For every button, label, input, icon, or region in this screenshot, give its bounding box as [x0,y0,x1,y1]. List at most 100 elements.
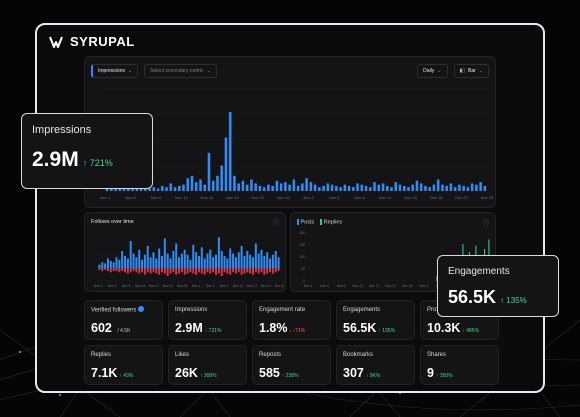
impressions-bar [381,183,385,191]
impressions-bar [428,187,431,191]
follows-bar [172,251,175,269]
y-tick-label: 50 [301,267,305,271]
info-icon[interactable]: ⓘ [272,221,279,227]
follows-bar [109,261,112,269]
chart-type-select[interactable]: ▮▯ Bar ⌄ [453,64,489,78]
stat-card-bookmarks[interactable]: Bookmarks 307 ↑ 9K% [336,345,415,385]
legend-posts[interactable]: Posts [297,219,314,225]
stat-value: 602 [91,321,112,335]
impressions-bar [398,184,402,191]
unfollows-bar [215,268,218,275]
stat-card-shares[interactable]: Shares 9 ↑ 350% [420,345,499,385]
impressions-bar [305,178,308,191]
stat-card-likes[interactable]: Likes 26K ↑ 300% [168,345,247,385]
engagements-highlight-change: ↑ 135% [500,296,527,305]
impressions-bar [373,182,376,191]
stat-card-reposts[interactable]: Reposts 585 ↑ 238% [252,345,331,385]
impressions-bar [237,183,240,191]
unfollows-bar [183,268,186,275]
stat-value: 56.5K [343,321,377,335]
follows-bar [209,249,212,269]
interval-select[interactable]: Daily ⌄ [417,64,448,78]
primary-metric-select[interactable]: Impressions ⌄ [91,64,139,78]
stat-card-verified-followers[interactable]: Verified followers 602 / 4.5K [84,300,163,340]
unfollows-bar [209,268,212,274]
follows-bar [203,258,206,269]
stat-label: Replies [91,352,112,358]
unfollows-bar [220,268,223,276]
impressions-bar [470,183,474,191]
x-tick-label: Dec 15 [404,195,417,200]
unfollows-bar [189,268,192,273]
stat-card-engagements[interactable]: Engagements 56.5K ↑ 135% [336,300,415,340]
unfollows-bar [169,268,172,274]
unfollows-bar [195,268,198,275]
info-icon[interactable]: ⓘ [482,221,489,227]
impressions-bar [211,180,215,191]
follows-bar [178,257,181,269]
unfollows-bar [229,268,232,275]
chart-toolbar: Impressions ⌄ Select secondary metric ⌄ … [91,64,489,78]
x-tick-label: Dec 22 [455,195,468,200]
impressions-bar [250,179,253,191]
follows-bar [180,253,183,269]
impressions-bar [385,185,389,191]
secondary-metric-select[interactable]: Select secondary metric ⌄ [144,64,217,78]
dashboard-window: SYRUPAL Impressions ⌄ Select secondary m… [35,23,545,393]
follows-bar [251,257,254,269]
replies-bar [436,276,438,281]
stat-card-replies[interactable]: Replies 7.1K ↑ 43% [84,345,163,385]
impressions-bar [407,187,410,191]
impressions-bar [105,188,109,191]
impressions-bar [173,187,177,191]
follows-bar [277,257,280,269]
follows-bar [124,256,127,269]
x-tick-label: Nov 5 [125,195,136,200]
follows-panel-title: Follows over time [91,219,134,225]
stat-change: ↑ 721% [204,328,222,334]
unfollows-bar [254,268,257,273]
impressions-bar [203,184,207,191]
stat-value: 7.1K [91,366,118,380]
stat-change: ↑ 9K% [365,373,381,379]
x-tick-label: Dec 18 [430,195,443,200]
stat-card-impressions[interactable]: Impressions 2.9M ↑ 721% [168,300,247,340]
impressions-bar [207,152,211,191]
stat-card-profile-visits[interactable]: Profile visits 10.3K↑ 485% [420,300,499,340]
x-tick-label: Nov 19 [226,195,239,200]
x-tick-label: Dec 13 [233,284,244,288]
impressions-bar [182,184,185,191]
x-tick-label: Dec 26 [481,195,493,200]
x-tick-label: Nov 17 [369,284,380,288]
impressions-bar [194,182,198,191]
impressions-bar [458,184,461,191]
x-tick-label: Nov 21 [163,284,174,288]
impressions-bar [245,184,249,191]
chevron-down-icon: ⌄ [127,68,133,74]
unfollows-bar [158,268,161,275]
follows-bar [223,256,226,269]
unfollows-bar [226,268,229,274]
impressions-bar [216,175,219,191]
impressions-bar [424,185,427,191]
follows-bar [146,246,149,269]
stat-label: Likes [175,352,190,358]
unfollows-bar [257,268,260,274]
x-tick-label: Dec 11 [379,195,392,200]
unfollows-bar [192,268,195,274]
follows-bar [118,259,121,269]
x-tick-label: Nov 25 [402,284,413,288]
secondary-metric-placeholder: Select secondary metric [150,68,204,74]
x-tick-label: Dec 1 [420,284,429,288]
legend-replies[interactable]: Replies [320,219,342,225]
follows-bar [149,257,152,269]
follows-bar [254,243,257,269]
unfollows-bar [251,268,254,275]
impressions-bar [169,183,173,191]
impressions-highlight-change: ↑ 721% [82,158,113,168]
follows-bar [152,252,155,269]
stat-card-engagement-rate[interactable]: Engagement rate 1.8% ↓ -71% [252,300,331,340]
x-tick-label: Nov 25 [177,284,188,288]
follows-bar [163,238,166,269]
impressions-bar [114,188,117,191]
